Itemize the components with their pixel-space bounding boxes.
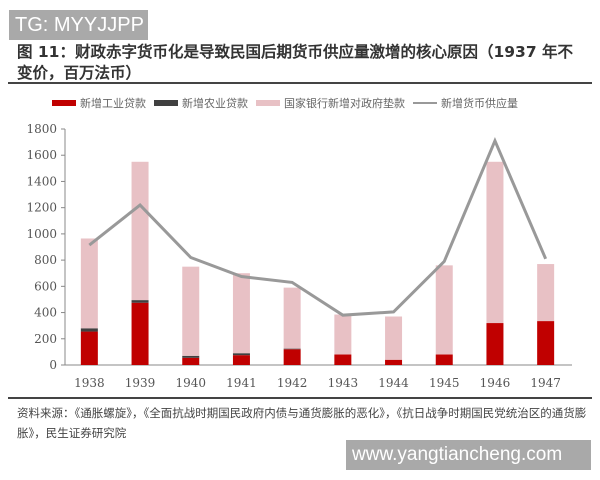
x-tick-label: 1942 [277,376,308,390]
line-money-supply [88,136,548,317]
y-tick-label: 1400 [26,174,57,188]
bar-industrial-loans [182,357,200,365]
bar-government-advances [232,273,250,354]
y-tick-label: 1200 [26,201,57,215]
legend-swatch [154,100,178,106]
bar-industrial-loans [131,302,149,365]
bar-agricultural-loans [232,353,250,356]
bar-government-advances [334,314,352,355]
bar-agricultural-loans [80,328,98,332]
legend-swatch [256,100,280,106]
x-tick-label: 1939 [125,376,156,390]
bar-government-advances [131,161,149,301]
legend: 新增工业贷款 新增农业贷款 国家银行新增对政府垫款 新增货币供应量 [52,95,526,111]
bar-government-advances [537,264,555,322]
bar-industrial-loans [385,359,403,365]
legend-item-agricultural: 新增农业贷款 [154,95,248,111]
bar-government-advances [435,265,453,355]
y-tick-label: 1600 [26,148,57,162]
x-tick-label: 1946 [480,376,511,390]
watermark-bottom: www.yangtiancheng.com [346,440,591,470]
bar-agricultural-loans [182,355,200,358]
legend-item-advances: 国家银行新增对政府垫款 [256,95,405,111]
legend-label: 新增工业贷款 [80,97,146,110]
bar-government-advances [182,266,200,356]
x-tick-label: 1945 [429,376,460,390]
bar-government-advances [486,161,504,324]
bar-agricultural-loans [283,348,301,350]
legend-swatch [52,100,76,106]
x-tick-label: 1943 [328,376,359,390]
y-tick-label: 200 [34,332,57,346]
x-tick-label: 1938 [74,376,105,390]
x-tick-label: 1941 [226,376,257,390]
y-tick-label: 600 [34,279,57,293]
bar-industrial-loans [435,354,453,365]
bar-industrial-loans [537,321,555,365]
y-tick-label: 400 [34,306,57,320]
bar-industrial-loans [334,354,352,365]
x-tick-label: 1940 [175,376,206,390]
watermark-top: TG: MYYJJPP [9,10,148,40]
x-tick-label: 1947 [530,376,561,390]
y-tick-label: 0 [49,358,57,372]
bar-industrial-loans [486,323,504,365]
y-tick-label: 1800 [26,122,57,136]
legend-item-money-supply: 新增货币供应量 [413,95,518,111]
chart-title: 图 11：财政赤字货币化是导致民国后期货币供应量激增的核心原因（1937 年不变… [17,43,574,82]
legend-item-industrial: 新增工业贷款 [52,95,146,111]
bar-government-advances [283,287,301,349]
bar-industrial-loans [80,331,98,365]
y-tick-label: 800 [34,253,57,267]
legend-line-swatch [413,102,437,104]
bar-government-advances [80,238,98,329]
source-divider [8,397,592,399]
legend-label: 国家银行新增对政府垫款 [284,97,405,110]
bar-industrial-loans [232,355,250,365]
legend-label: 新增农业贷款 [182,97,248,110]
legend-label: 新增货币供应量 [441,97,518,110]
x-tick-label: 1944 [378,376,409,390]
chart-plot: 0 200 400 600 800 1000 1200 1400 1600 1800 1938 193… [26,122,572,390]
title-divider [8,82,592,84]
bar-agricultural-loans [131,300,149,303]
bar-government-advances [385,316,403,360]
bar-industrial-loans [283,349,301,365]
source-note: 资料来源：《通胀螺旋》，《全面抗战时期国民政府内债与通货膨胀的恶化》，《抗日战争… [17,406,587,440]
y-tick-label: 1000 [26,227,57,241]
